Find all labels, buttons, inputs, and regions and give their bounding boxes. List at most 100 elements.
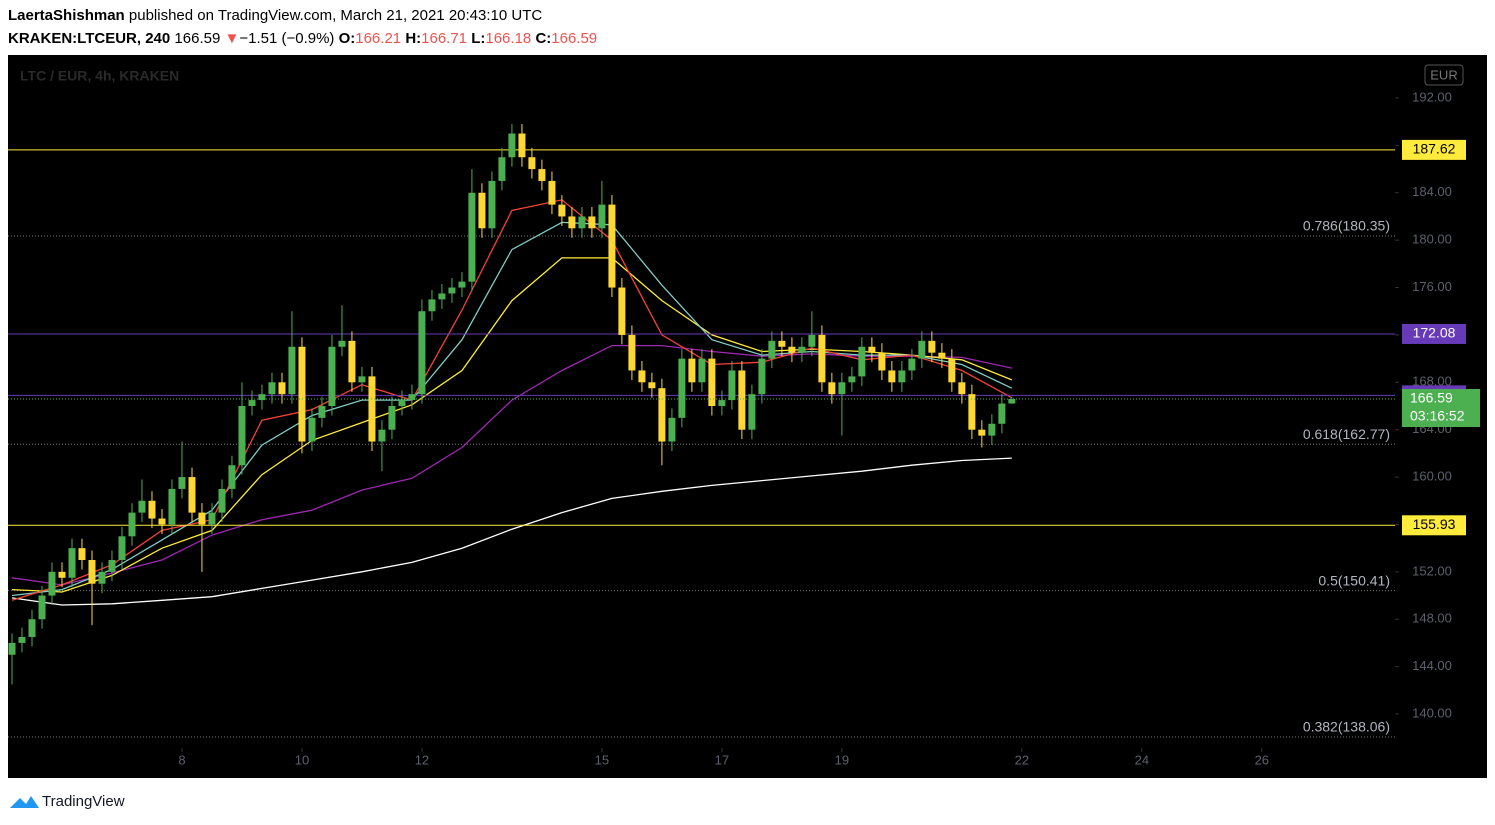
- candle-body: [878, 352, 886, 371]
- candle-body: [968, 394, 976, 430]
- candle-body: [378, 429, 386, 442]
- watermark: LTC / EUR, 4h, KRAKEN: [20, 68, 179, 84]
- candle-body: [518, 133, 526, 158]
- candle-body: [368, 376, 376, 442]
- y-tick-label: 144.00: [1412, 658, 1452, 673]
- candle-body: [318, 406, 326, 418]
- candle-body: [148, 500, 156, 519]
- candle-body: [768, 340, 776, 359]
- candle-body: [598, 204, 606, 229]
- candle-body: [898, 370, 906, 383]
- candle-body: [848, 376, 856, 383]
- candle-body: [698, 358, 706, 383]
- fib-label: 0.382(138.06): [1303, 719, 1390, 735]
- candle-body: [858, 346, 866, 377]
- change: −1.51 (−0.9%): [239, 30, 334, 47]
- candle-body: [68, 548, 76, 578]
- candle-body: [578, 216, 586, 229]
- candle-body: [488, 180, 496, 229]
- l-label: L:: [471, 30, 485, 47]
- candle-body: [8, 642, 16, 655]
- candle-body: [618, 287, 626, 335]
- candle-body: [108, 560, 116, 572]
- candle-body: [208, 512, 216, 525]
- price-label: 187.62: [1413, 141, 1456, 157]
- candle-body: [1008, 399, 1016, 404]
- currency-box[interactable]: [1424, 64, 1464, 86]
- candle-body: [408, 394, 416, 401]
- footer-logo: [10, 796, 39, 808]
- c-label: C:: [535, 30, 551, 47]
- candle-body: [428, 299, 436, 312]
- candle-body: [788, 346, 796, 353]
- candle-body: [678, 358, 686, 418]
- candle-body: [228, 465, 236, 489]
- arrow: ▼: [224, 30, 239, 47]
- candle-body: [48, 571, 56, 596]
- last-price-box: [1402, 389, 1480, 428]
- candle-body: [568, 216, 576, 229]
- candle-body: [638, 370, 646, 383]
- author: LaertaShishman: [8, 7, 125, 24]
- x-tick-label: 12: [415, 752, 429, 767]
- candle-body: [658, 388, 666, 442]
- last: 166.59: [174, 30, 220, 47]
- candle-body: [88, 560, 96, 584]
- candle-body: [78, 548, 86, 561]
- y-tick-label: 184.00: [1412, 184, 1452, 199]
- candle-body: [178, 477, 186, 489]
- candle-body: [238, 406, 246, 466]
- last-price: 166.59: [1410, 390, 1453, 406]
- candle-body: [118, 536, 126, 561]
- candle-body: [338, 340, 346, 347]
- candle-body: [388, 406, 396, 430]
- candle-body: [18, 637, 26, 643]
- y-tick-label: 180.00: [1412, 232, 1452, 247]
- x-tick-label: 17: [715, 752, 729, 767]
- y-tick-label: 192.00: [1412, 89, 1452, 104]
- candle-body: [128, 512, 136, 537]
- candle-body: [758, 358, 766, 395]
- candle-body: [418, 311, 426, 395]
- candle-body: [728, 370, 736, 401]
- x-tick-label: 24: [1135, 752, 1149, 767]
- candle-body: [98, 571, 106, 584]
- candle-body: [458, 281, 466, 288]
- price-label: 155.93: [1413, 516, 1456, 532]
- candle-body: [628, 334, 636, 371]
- x-tick-label: 10: [295, 752, 309, 767]
- y-tick-label: 140.00: [1412, 705, 1452, 720]
- candle-body: [668, 417, 676, 442]
- footer-brand: TradingView: [42, 793, 125, 810]
- candle-body: [398, 400, 406, 407]
- candle-body: [218, 488, 226, 513]
- price-label: 172.08: [1413, 325, 1456, 341]
- candle-body: [708, 358, 716, 407]
- price-label-box: [1402, 323, 1466, 344]
- y-tick-label: 168.00: [1412, 374, 1452, 389]
- quote-line: KRAKEN:LTCEUR, 240 166.59 ▼−1.51 (−0.9%)…: [8, 30, 597, 47]
- candle-body: [818, 334, 826, 383]
- candle-body: [958, 382, 966, 395]
- y-tick-label: 152.00: [1412, 563, 1452, 578]
- candle-body: [348, 340, 356, 383]
- candle-body: [198, 512, 206, 525]
- candle-body: [508, 133, 516, 158]
- candle-body: [928, 340, 936, 353]
- h-label: H:: [405, 30, 421, 47]
- candle-body: [548, 180, 556, 205]
- currency: EUR: [1430, 67, 1457, 82]
- candle-body: [808, 334, 816, 347]
- candle-body: [588, 216, 596, 229]
- candle-body: [188, 477, 196, 513]
- published: published on TradingView.com, March 21, …: [129, 7, 542, 24]
- candle-body: [838, 382, 846, 395]
- o-label: O:: [339, 30, 356, 47]
- candle-body: [738, 370, 746, 430]
- price-label-box: [1402, 515, 1466, 536]
- fib-label: 0.5(150.41): [1318, 572, 1390, 588]
- candle-body: [278, 382, 286, 395]
- candle-body: [938, 352, 946, 359]
